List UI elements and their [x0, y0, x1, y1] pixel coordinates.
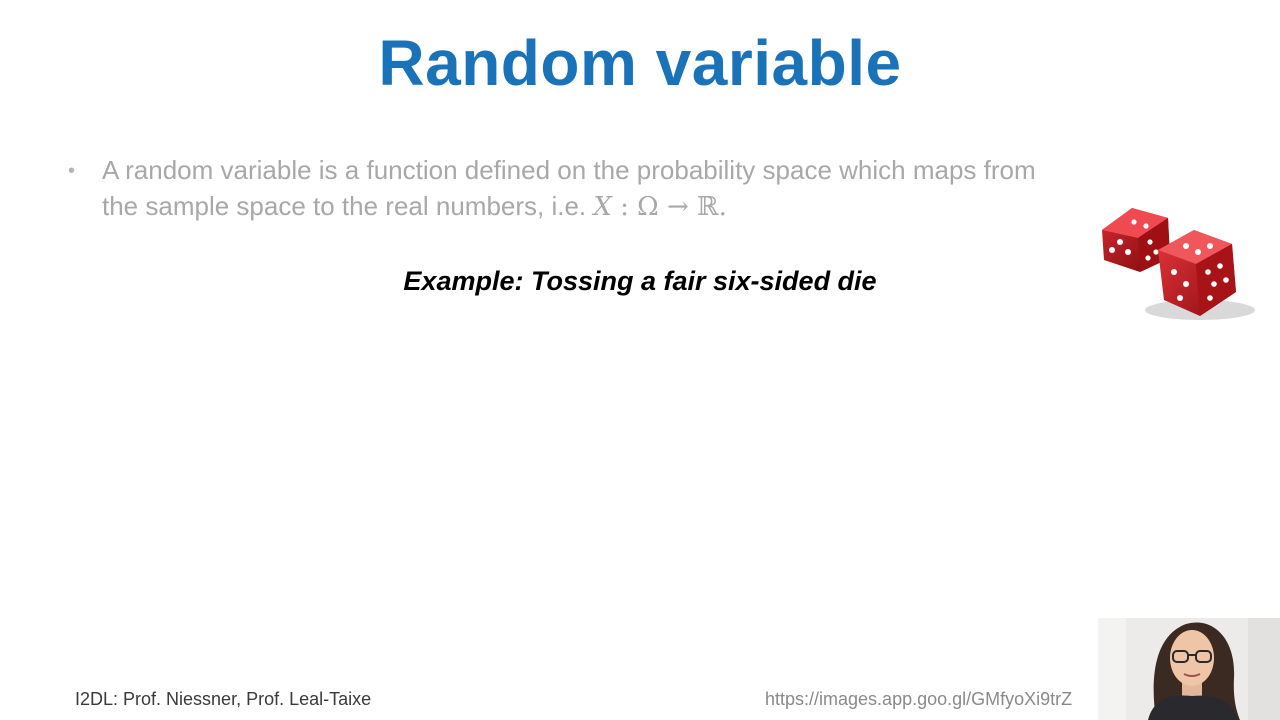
bullet-line-2: the sample space to the real numbers, i.… — [102, 191, 594, 221]
dice-icon — [1102, 208, 1255, 320]
example-heading: Example: Tossing a fair six-sided die — [403, 266, 877, 296]
footer-source-link[interactable]: https://images.app.goo.gl/GMfyoXi9trZ — [765, 689, 1073, 709]
math-variable: X — [593, 192, 612, 222]
math-expression: X : Ω → ℝ. — [593, 192, 727, 222]
bullet-line-1: A random variable is a function defined … — [102, 155, 1036, 185]
bullet-text: A random variable is a function defined … — [102, 152, 1222, 225]
math-mapping: : Ω → ℝ. — [611, 192, 727, 222]
presenter-webcam — [1098, 618, 1280, 720]
bullet-dot-icon: • — [68, 160, 76, 182]
footer-credit: I2DL: Prof. Niessner, Prof. Leal-Taixe — [75, 689, 372, 709]
presenter-icon — [1098, 618, 1280, 720]
slide-title: Random variable — [378, 27, 902, 99]
